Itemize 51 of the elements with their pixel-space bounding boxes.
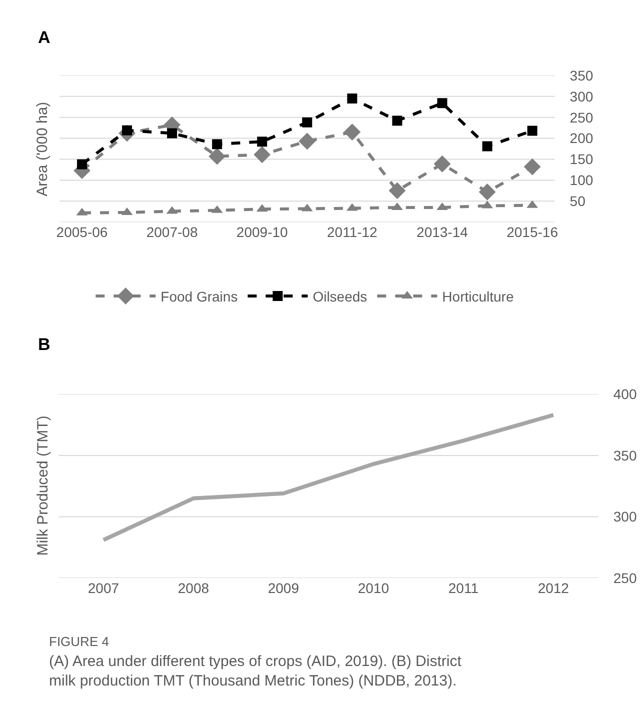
- point: [257, 136, 268, 147]
- x-tick-label: 2008: [178, 580, 210, 596]
- x-tick-label: 2012: [538, 580, 570, 596]
- x-tick-label: 2011: [448, 580, 479, 596]
- point: [76, 159, 87, 170]
- point: [524, 158, 541, 176]
- legend-label: Food Grains: [160, 288, 238, 304]
- y-axis-title: Milk Produced (TMT): [34, 416, 52, 556]
- point: [302, 117, 312, 128]
- x-tick-label: 2009-10: [236, 224, 288, 240]
- y-tick-label: 300: [570, 88, 594, 104]
- x-tick-label: 2013-14: [416, 224, 468, 240]
- y-tick-label: 50: [570, 193, 586, 210]
- legend-label: Horticulture: [442, 288, 514, 304]
- chart-title: A: [38, 28, 50, 47]
- y-axis-title: Area ('000 ha): [34, 102, 51, 196]
- x-tick-label: 2005-06: [56, 224, 108, 240]
- text: (A) Area under different types of crops (AID, 2019). (B) District milk production TMT (Thousand Metric Tones) (NDDB, 2013).: [49, 653, 462, 690]
- y-tick-label: 400: [613, 386, 637, 402]
- chart-title: B: [38, 335, 50, 354]
- point: [437, 98, 448, 108]
- y-tick-label: 250: [613, 570, 637, 586]
- legend-label: Oilseeds: [312, 288, 368, 304]
- point: [347, 94, 358, 104]
- point: [208, 148, 226, 165]
- x-tick-label: 2007: [88, 580, 120, 596]
- point: [167, 128, 178, 138]
- x-tick-label: 2010: [358, 580, 390, 596]
- point: [212, 139, 222, 150]
- point: [434, 155, 451, 172]
- y-tick-label: 350: [570, 67, 594, 84]
- x-tick-label: 2009: [268, 580, 300, 596]
- x-tick-label: 2007-08: [146, 224, 198, 240]
- point: [482, 141, 492, 152]
- y-tick-label: 100: [570, 172, 594, 188]
- y-tick-label: 350: [613, 447, 637, 464]
- x-tick-label: 2015-16: [506, 224, 558, 240]
- point: [478, 183, 496, 200]
- point: [527, 126, 538, 136]
- y-tick-label: 250: [570, 109, 594, 126]
- caption: FIGURE 4: [49, 634, 109, 649]
- y-tick-label: 200: [570, 130, 594, 146]
- point: [254, 146, 271, 164]
- y-tick-label: 300: [613, 508, 637, 525]
- y-tick-label: 150: [570, 151, 594, 168]
- point: [388, 182, 406, 200]
- point: [298, 132, 316, 150]
- point: [344, 124, 361, 140]
- line-series: [101, 413, 556, 542]
- point: [392, 116, 402, 126]
- x-tick-label: 2011-12: [326, 224, 378, 240]
